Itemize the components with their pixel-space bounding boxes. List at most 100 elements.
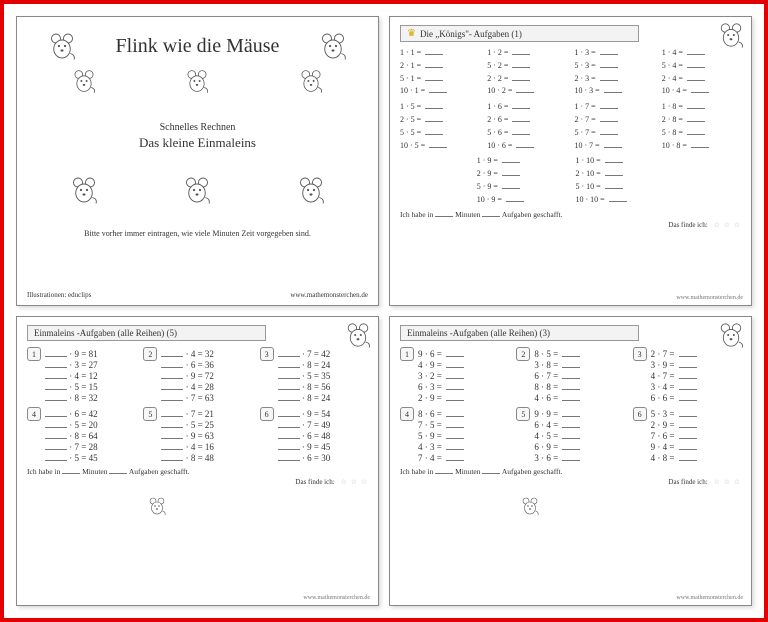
mouse-icon xyxy=(717,21,745,49)
problem: · 8 = 48 xyxy=(161,453,251,463)
problem: 9 · 4 = xyxy=(651,442,741,452)
problem: 3 · 6 = xyxy=(534,453,624,463)
problem: · 8 = 24 xyxy=(278,393,368,403)
problem: · 6 = 48 xyxy=(278,431,368,441)
problems-grid: 19 · 6 = 4 · 9 = 3 · 2 = 6 · 3 = 2 · 9 =… xyxy=(400,347,741,463)
problem-section: 3 · 7 = 42 · 8 = 24 · 5 = 35 · 8 = 56 · … xyxy=(260,347,368,403)
cover-subtitle2: Das kleine Einmaleins xyxy=(27,135,368,151)
worksheet-header: ♛ Die „Königs"- Aufgaben (1) xyxy=(400,25,639,42)
problem: 4 · 8 = xyxy=(651,453,741,463)
problem: 5 · 4 = xyxy=(662,61,741,72)
problem: · 5 = 35 xyxy=(278,371,368,381)
problem: · 4 = 28 xyxy=(161,382,251,392)
problem: · 6 = 36 xyxy=(161,360,251,370)
footer-line-1: Ich habe in Minuten Aufgaben geschafft. xyxy=(400,210,741,219)
problem-block-1: 1 · 1 = 1 · 2 = 1 · 3 = 1 · 4 = 2 · 1 = … xyxy=(400,48,741,97)
problem: 2 · 10 = xyxy=(575,169,664,180)
problem: · 5 = 20 xyxy=(45,420,135,430)
problem: 2 · 5 = xyxy=(400,115,479,126)
problem-section: 48 · 6 = 7 · 5 = 5 · 9 = 4 · 3 = 7 · 4 = xyxy=(400,407,508,463)
problem: 1 · 3 = xyxy=(575,48,654,59)
problem: 4 · 5 = xyxy=(534,431,624,441)
problem: 7 · 4 = xyxy=(418,453,508,463)
problem: 10 · 1 = xyxy=(400,86,479,97)
site-link: www.mathemonsterchen.de xyxy=(676,595,743,601)
problem: · 9 = 81 xyxy=(45,349,135,359)
problem: 5 · 9 = xyxy=(418,431,508,441)
problem: 1 · 10 = xyxy=(575,156,664,167)
problem-section: 32 · 7 = 3 · 9 = 4 · 7 = 3 · 4 = 6 · 6 = xyxy=(633,347,741,403)
header-text: Einmaleins -Aufgaben (alle Reihen) (5) xyxy=(34,328,177,338)
problem: 1 · 8 = xyxy=(662,102,741,113)
problem: 6 · 6 = xyxy=(651,393,741,403)
problem: 2 · 9 = xyxy=(477,169,562,180)
problem-section: 28 · 5 = 3 · 8 = 6 · 7 = 8 · 8 = 4 · 6 = xyxy=(516,347,624,403)
problem-section: 2 · 4 = 32 · 6 = 36 · 9 = 72 · 4 = 28 · … xyxy=(143,347,251,403)
problem: · 9 = 45 xyxy=(278,442,368,452)
problems-grid: 1 · 9 = 81 · 3 = 27 · 4 = 12 · 5 = 15 · … xyxy=(27,347,368,463)
footer-line-1: Ich habe in Minuten Aufgaben geschafft. xyxy=(400,467,741,476)
problem: · 9 = 54 xyxy=(278,409,368,419)
footer-line-2: Das finde ich: ☆ ☆ ☆ xyxy=(27,478,368,486)
problem: · 7 = 28 xyxy=(45,442,135,452)
worksheet5-card: Einmaleins -Aufgaben (alle Reihen) (5) 1… xyxy=(16,316,379,606)
cover-card: Flink wie die Mäuse Schnelles Rechnen Da… xyxy=(16,16,379,306)
cover-subtitle1: Schnelles Rechnen xyxy=(27,122,368,133)
problem: 2 · 2 = xyxy=(487,74,566,85)
mouse-icon xyxy=(318,31,348,61)
mouse-icon xyxy=(71,68,97,94)
problem: 1 · 9 = xyxy=(477,156,562,167)
mouse-icon xyxy=(296,175,326,205)
footer-label: Das finde ich: xyxy=(668,221,707,229)
problem-section: 1 · 9 = 81 · 3 = 27 · 4 = 12 · 5 = 15 · … xyxy=(27,347,135,403)
problem: 10 · 8 = xyxy=(662,141,741,152)
problem-block-3: 1 · 9 = 1 · 10 = 2 · 9 = 2 · 10 = 5 · 9 … xyxy=(477,156,665,205)
problem: · 8 = 32 xyxy=(45,393,135,403)
problem: 1 · 6 = xyxy=(487,102,566,113)
problem: · 9 = 63 xyxy=(161,431,251,441)
problem: 4 · 9 = xyxy=(418,360,508,370)
mouse-icon xyxy=(298,68,324,94)
section-number: 2 xyxy=(516,347,530,361)
problem: 4 · 3 = xyxy=(418,442,508,452)
problem: 10 · 10 = xyxy=(575,195,664,206)
problem: · 8 = 56 xyxy=(278,382,368,392)
problem: 3 · 9 = xyxy=(651,360,741,370)
problem: 5 · 6 = xyxy=(487,128,566,139)
problem: · 5 = 25 xyxy=(161,420,251,430)
problem: 9 · 6 = xyxy=(418,349,508,359)
rating-stars: ☆ ☆ ☆ xyxy=(714,478,741,486)
section-number: 6 xyxy=(260,407,274,421)
problem: 2 · 8 = xyxy=(662,115,741,126)
problem: 10 · 2 = xyxy=(487,86,566,97)
problem: 4 · 6 = xyxy=(534,393,624,403)
problem: 8 · 8 = xyxy=(534,382,624,392)
rating-stars: ☆ ☆ ☆ xyxy=(341,478,368,486)
problem: 10 · 9 = xyxy=(477,195,562,206)
problem: 5 · 9 = xyxy=(477,182,562,193)
problem: 3 · 2 = xyxy=(418,371,508,381)
mouse-icon xyxy=(69,175,99,205)
header-text: Die „Königs"- Aufgaben (1) xyxy=(420,29,522,39)
problem: 6 · 9 = xyxy=(534,442,624,452)
problem: 2 · 9 = xyxy=(418,393,508,403)
problem: 8 · 5 = xyxy=(534,349,624,359)
problem: · 4 = 12 xyxy=(45,371,135,381)
mouse-icon xyxy=(717,321,745,349)
problem: 10 · 4 = xyxy=(662,86,741,97)
problem-block-2: 1 · 5 = 1 · 6 = 1 · 7 = 1 · 8 = 2 · 5 = … xyxy=(400,102,741,151)
problem: 5 · 10 = xyxy=(575,182,664,193)
mouse-icon xyxy=(520,496,540,518)
problem: · 6 = 42 xyxy=(45,409,135,419)
problem: 5 · 5 = xyxy=(400,128,479,139)
footer-line-1: Ich habe in Minuten Aufgaben geschafft. xyxy=(27,467,368,476)
footer-label: Das finde ich: xyxy=(295,478,334,486)
mouse-icon xyxy=(344,321,372,349)
mouse-icon xyxy=(147,496,167,518)
problem-section: 5 · 7 = 21 · 5 = 25 · 9 = 63 · 4 = 16 · … xyxy=(143,407,251,463)
problem: · 4 = 32 xyxy=(161,349,251,359)
problem: · 7 = 49 xyxy=(278,420,368,430)
section-number: 4 xyxy=(400,407,414,421)
problem: · 4 = 16 xyxy=(161,442,251,452)
problem: 3 · 8 = xyxy=(534,360,624,370)
